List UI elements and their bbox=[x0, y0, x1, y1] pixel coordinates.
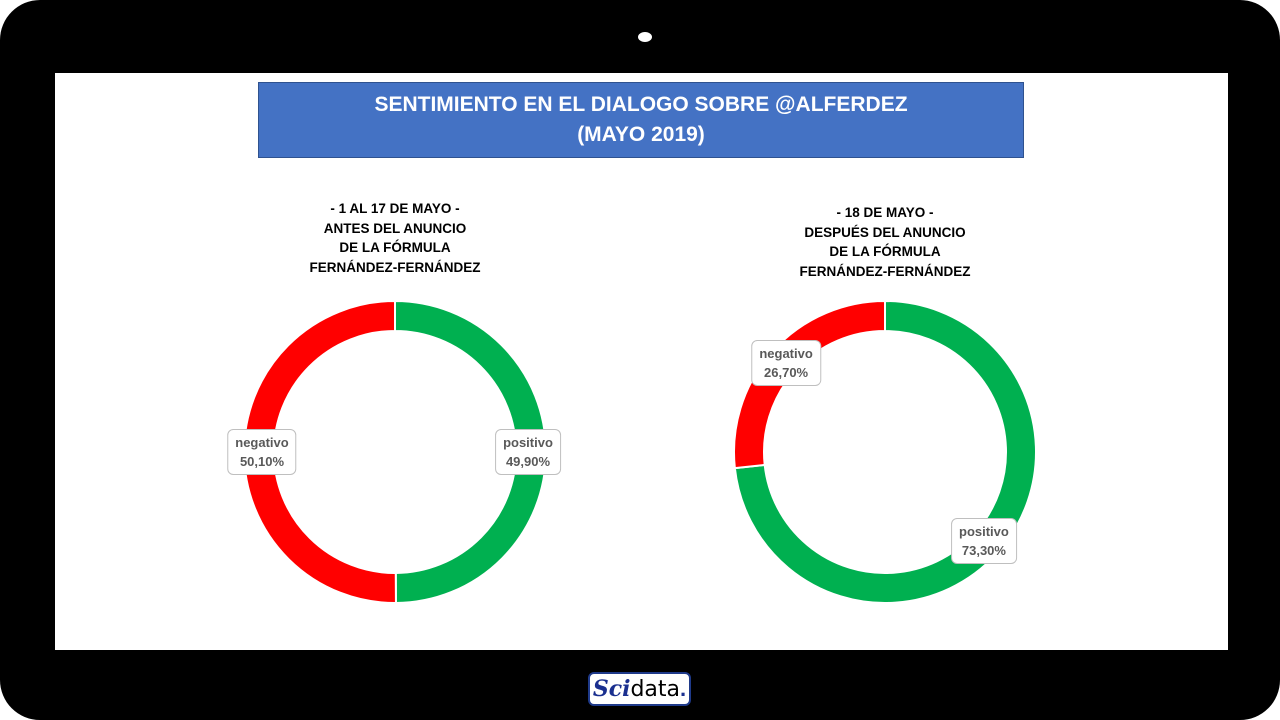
page-title: SENTIMIENTO EN EL DIALOGO SOBRE @ALFERDE… bbox=[258, 82, 1024, 158]
title-line-2: (MAYO 2019) bbox=[577, 123, 705, 146]
subtitle-line: FERNÁNDEZ-FERNÁNDEZ bbox=[799, 263, 971, 279]
subtitle-line: - 18 DE MAYO - bbox=[836, 205, 934, 220]
subtitle-line: FERNÁNDEZ-FERNÁNDEZ bbox=[309, 259, 481, 275]
data-label-value: 49,90% bbox=[505, 453, 551, 469]
data-label-category: positivo bbox=[503, 434, 553, 450]
data-label-value: 50,10% bbox=[239, 454, 285, 470]
chart-2-subtitle: - 18 DE MAYO - DESPUÉS DEL ANUNCIO DE LA… bbox=[715, 203, 1055, 281]
chart-1-subtitle: - 1 AL 17 DE MAYO - ANTES DEL ANUNCIO DE… bbox=[225, 199, 565, 277]
data-label-negativo: negativo 26,70% bbox=[751, 340, 821, 387]
subtitle-line: DE LA FÓRMULA bbox=[829, 244, 941, 259]
logo-data: data bbox=[630, 676, 681, 702]
data-label-positivo: positivo 73,30% bbox=[951, 517, 1017, 564]
scidata-logo: Sci data. bbox=[588, 672, 691, 706]
logo-sci: Sci bbox=[592, 676, 631, 702]
data-label-value: 73,30% bbox=[961, 542, 1006, 558]
screen bbox=[55, 73, 1228, 650]
subtitle-line: - 1 AL 17 DE MAYO - bbox=[330, 201, 460, 216]
title-line-1: SENTIMIENTO EN EL DIALOGO SOBRE @ALFERDE… bbox=[374, 93, 908, 116]
data-label-category: negativo bbox=[759, 346, 813, 362]
subtitle-line: DESPUÉS DEL ANUNCIO bbox=[804, 224, 966, 240]
data-label-category: positivo bbox=[959, 523, 1009, 539]
logo-dot: . bbox=[680, 676, 687, 701]
subtitle-line: ANTES DEL ANUNCIO bbox=[323, 220, 467, 236]
data-label-negativo: negativo 50,10% bbox=[227, 429, 297, 476]
donut-2-slice-positivo bbox=[733, 299, 1037, 604]
camera-icon bbox=[638, 32, 652, 42]
subtitle-line: DE LA FÓRMULA bbox=[339, 240, 451, 255]
data-label-positivo: positivo 49,90% bbox=[495, 428, 561, 475]
donut-1-slice-negativo bbox=[243, 299, 397, 604]
donut-1-slice-positivo bbox=[394, 299, 547, 605]
data-label-category: negativo bbox=[235, 435, 289, 451]
data-label-value: 26,70% bbox=[764, 365, 809, 381]
